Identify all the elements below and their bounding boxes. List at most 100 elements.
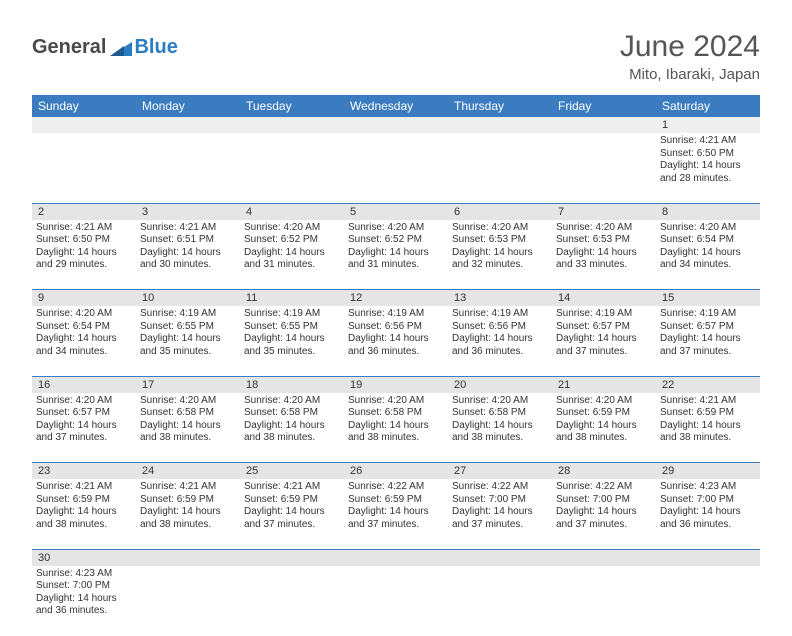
sunset-line: Sunset: 6:58 PM [452,407,548,420]
day-cell: Sunrise: 4:20 AMSunset: 6:54 PMDaylight:… [32,306,136,376]
day-number [136,117,240,133]
day-cell: Sunrise: 4:22 AMSunset: 7:00 PMDaylight:… [448,479,552,549]
logo-text-blue: Blue [134,36,177,59]
daynum-row: 2345678 [32,203,760,220]
day-cell [552,133,656,203]
day-number: 20 [448,376,552,393]
day-number: 24 [136,463,240,480]
day-number: 18 [240,376,344,393]
week-row: Sunrise: 4:21 AMSunset: 6:50 PMDaylight:… [32,220,760,290]
day-cell: Sunrise: 4:19 AMSunset: 6:56 PMDaylight:… [448,306,552,376]
day-number [656,549,760,566]
daylight-line: Daylight: 14 hours and 36 minutes. [348,333,444,358]
sunrise-line: Sunrise: 4:20 AM [36,395,132,408]
sunset-line: Sunset: 6:58 PM [348,407,444,420]
day-cell: Sunrise: 4:20 AMSunset: 6:53 PMDaylight:… [448,220,552,290]
sunset-line: Sunset: 6:58 PM [140,407,236,420]
day-number [448,117,552,133]
day-cell [240,566,344,636]
day-cell [32,133,136,203]
day-number [552,549,656,566]
day-number: 17 [136,376,240,393]
sunset-line: Sunset: 6:56 PM [348,321,444,334]
daylight-line: Daylight: 14 hours and 34 minutes. [36,333,132,358]
day-cell [240,133,344,203]
day-number: 19 [344,376,448,393]
day-header: Tuesday [240,95,344,117]
day-header: Wednesday [344,95,448,117]
day-number [32,117,136,133]
sunrise-line: Sunrise: 4:22 AM [452,481,548,494]
sunrise-line: Sunrise: 4:20 AM [452,222,548,235]
day-header-row: Sunday Monday Tuesday Wednesday Thursday… [32,95,760,117]
sunset-line: Sunset: 6:52 PM [348,234,444,247]
daylight-line: Daylight: 14 hours and 31 minutes. [348,247,444,272]
sunset-line: Sunset: 6:52 PM [244,234,340,247]
day-cell: Sunrise: 4:21 AMSunset: 6:59 PMDaylight:… [656,393,760,463]
day-number: 26 [344,463,448,480]
daylight-line: Daylight: 14 hours and 38 minutes. [140,420,236,445]
day-cell: Sunrise: 4:19 AMSunset: 6:56 PMDaylight:… [344,306,448,376]
sunset-line: Sunset: 6:51 PM [140,234,236,247]
day-cell: Sunrise: 4:23 AMSunset: 7:00 PMDaylight:… [32,566,136,636]
daylight-line: Daylight: 14 hours and 35 minutes. [140,333,236,358]
page-title: June 2024 [620,30,760,64]
day-cell: Sunrise: 4:19 AMSunset: 6:57 PMDaylight:… [656,306,760,376]
daylight-line: Daylight: 14 hours and 38 minutes. [556,420,652,445]
week-row: Sunrise: 4:20 AMSunset: 6:54 PMDaylight:… [32,306,760,376]
daylight-line: Daylight: 14 hours and 33 minutes. [556,247,652,272]
day-cell: Sunrise: 4:19 AMSunset: 6:55 PMDaylight:… [136,306,240,376]
daynum-row: 1 [32,117,760,133]
daynum-row: 30 [32,549,760,566]
header: General Blue June 2024 Mito, Ibaraki, Ja… [32,30,760,83]
calendar-page: General Blue June 2024 Mito, Ibaraki, Ja… [0,0,792,636]
sunrise-line: Sunrise: 4:21 AM [36,222,132,235]
daylight-line: Daylight: 14 hours and 38 minutes. [452,420,548,445]
daylight-line: Daylight: 14 hours and 35 minutes. [244,333,340,358]
sunrise-line: Sunrise: 4:20 AM [556,222,652,235]
sunset-line: Sunset: 6:57 PM [556,321,652,334]
day-cell: Sunrise: 4:23 AMSunset: 7:00 PMDaylight:… [656,479,760,549]
day-number [136,549,240,566]
daylight-line: Daylight: 14 hours and 38 minutes. [36,506,132,531]
sunrise-line: Sunrise: 4:19 AM [660,308,756,321]
day-cell: Sunrise: 4:20 AMSunset: 6:54 PMDaylight:… [656,220,760,290]
day-cell: Sunrise: 4:21 AMSunset: 6:59 PMDaylight:… [240,479,344,549]
day-number: 16 [32,376,136,393]
day-number: 7 [552,203,656,220]
daylight-line: Daylight: 14 hours and 37 minutes. [348,506,444,531]
week-row: Sunrise: 4:21 AMSunset: 6:50 PMDaylight:… [32,133,760,203]
day-cell: Sunrise: 4:20 AMSunset: 6:57 PMDaylight:… [32,393,136,463]
day-number: 2 [32,203,136,220]
day-number: 6 [448,203,552,220]
day-cell: Sunrise: 4:21 AMSunset: 6:51 PMDaylight:… [136,220,240,290]
sunset-line: Sunset: 6:59 PM [660,407,756,420]
day-number [344,549,448,566]
sunset-line: Sunset: 6:59 PM [36,494,132,507]
sunrise-line: Sunrise: 4:21 AM [660,395,756,408]
sunrise-line: Sunrise: 4:21 AM [660,135,756,148]
day-number: 10 [136,290,240,307]
sunrise-line: Sunrise: 4:19 AM [348,308,444,321]
sunset-line: Sunset: 6:55 PM [244,321,340,334]
daynum-row: 9101112131415 [32,290,760,307]
day-cell [448,133,552,203]
sunrise-line: Sunrise: 4:23 AM [36,568,132,581]
calendar-table: Sunday Monday Tuesday Wednesday Thursday… [32,95,760,636]
sunrise-line: Sunrise: 4:21 AM [36,481,132,494]
sunset-line: Sunset: 6:56 PM [452,321,548,334]
sunrise-line: Sunrise: 4:20 AM [244,222,340,235]
daylight-line: Daylight: 14 hours and 28 minutes. [660,160,756,185]
day-number: 12 [344,290,448,307]
sunrise-line: Sunrise: 4:21 AM [244,481,340,494]
day-number: 5 [344,203,448,220]
sunset-line: Sunset: 6:57 PM [660,321,756,334]
day-cell: Sunrise: 4:22 AMSunset: 7:00 PMDaylight:… [552,479,656,549]
day-number [448,549,552,566]
day-number [552,117,656,133]
sunrise-line: Sunrise: 4:20 AM [244,395,340,408]
day-cell: Sunrise: 4:22 AMSunset: 6:59 PMDaylight:… [344,479,448,549]
day-cell: Sunrise: 4:20 AMSunset: 6:52 PMDaylight:… [240,220,344,290]
sunrise-line: Sunrise: 4:22 AM [348,481,444,494]
daylight-line: Daylight: 14 hours and 38 minutes. [140,506,236,531]
